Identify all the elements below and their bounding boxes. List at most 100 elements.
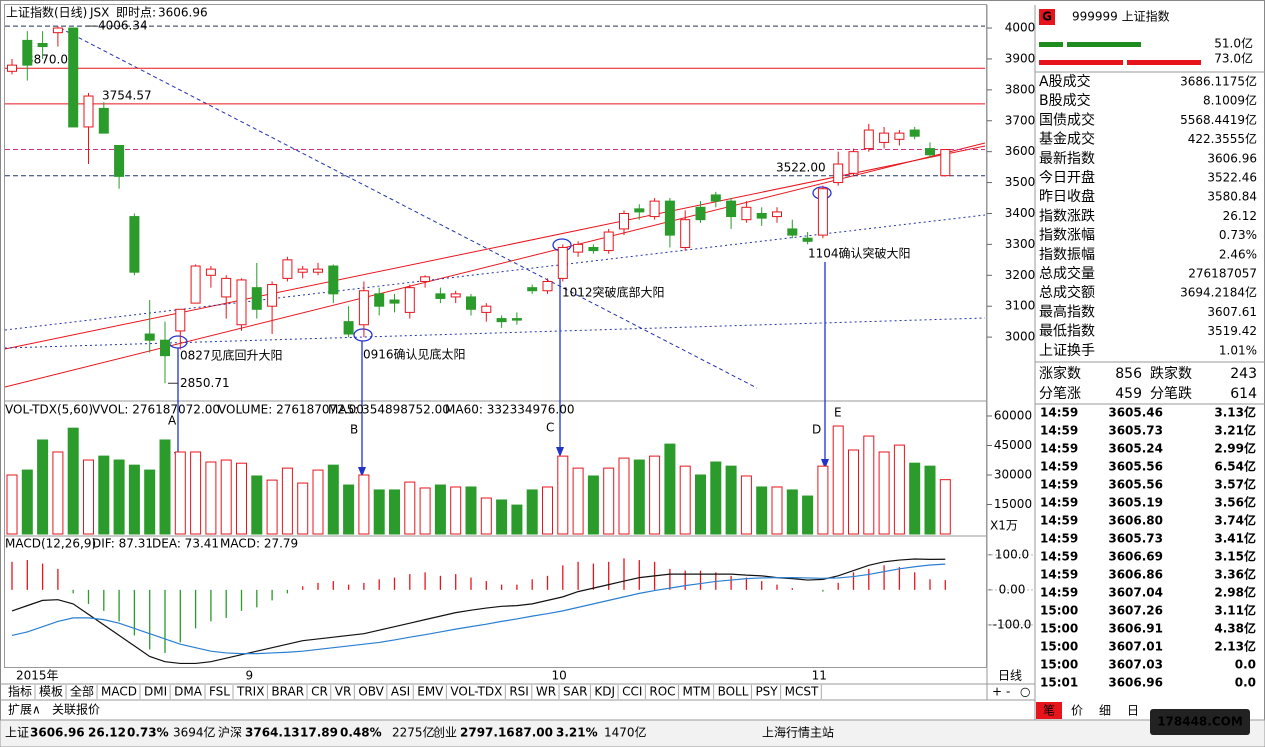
candle-body [527,287,538,292]
indicator-tab[interactable]: PSY [755,685,778,699]
y-tick-label: -100.0 [993,617,1032,631]
tick-price: 3607.26 [1108,604,1163,618]
indicator-tab[interactable]: CR [311,685,328,699]
indicator-tab[interactable]: EMV [417,685,444,699]
indicator-tab[interactable]: TRIX [236,685,264,699]
tick-volume: 2.98亿 [1214,585,1256,600]
indicator-tab[interactable]: WR [536,685,556,699]
panel-tab[interactable]: 日 [1127,704,1139,718]
tick-time: 15:00 [1040,604,1078,618]
buy-bar [1039,42,1063,47]
candle-body [940,149,951,177]
candle-body [466,296,476,310]
tick-time: 15:01 [1040,676,1078,690]
y-tick-label: 3100 [1005,299,1036,313]
indicator-tab[interactable]: BRAR [271,685,304,699]
indicator-tab[interactable]: RSI [509,685,529,699]
volume-bar [67,427,79,535]
candle-body [221,277,232,298]
volume-bar [21,469,33,535]
tick-time: 14:59 [1040,496,1078,510]
stat-label: 涨家数 [1039,365,1081,382]
indicator-tab[interactable]: CCI [622,685,642,699]
y-tick-label: 45000 [994,438,1032,452]
volume-bar [205,461,217,535]
realtime-label: 即时点: [116,6,156,20]
candle-body [175,308,186,332]
level-label: 3754.57 [102,88,152,102]
indicator-tab[interactable]: VOL-TDX [450,685,502,699]
quote-label: 基金成交 [1039,131,1095,148]
x-tick-label: 10 [552,669,567,683]
panel-tab[interactable]: 笔 [1043,703,1055,718]
indicator-tab[interactable]: BOLL [718,685,749,699]
candle-body [634,208,645,213]
volume-bar [557,455,569,535]
sell-amount: 73.0亿 [1214,51,1253,66]
indicator-tab[interactable]: ROC [649,685,675,699]
indicator-tab[interactable]: ASI [391,685,410,699]
indicator-tab[interactable]: VR [335,685,352,699]
tick-volume: 3.74亿 [1214,513,1256,528]
volume-bar [98,455,110,535]
indicator-tab[interactable]: FSL [209,685,230,699]
panel-badge: G [1042,10,1052,24]
arrow-head [358,467,366,477]
zoom-button[interactable]: + [992,685,1002,699]
indicator-tab[interactable]: MACD [101,685,137,699]
status-item: 3694亿 [173,725,216,740]
sub-tab[interactable]: 扩展∧ [8,703,41,717]
quote-value: 2.46% [1219,247,1257,261]
panel-tab[interactable]: 细 [1099,704,1111,718]
watermark-box [1150,709,1250,735]
chart-name: 上证指数(日线) [6,5,87,20]
quote-value: 8.1009亿 [1203,93,1257,108]
indicator-tab[interactable]: 指标 [8,684,32,699]
macd-header: DEA: 73.41 [152,537,219,551]
candle-body [450,293,461,298]
indicator-tab[interactable]: DMI [144,685,167,699]
candle-body [863,129,874,150]
sub-tab[interactable]: 关联报价 [52,702,100,717]
quote-label: 最高指数 [1039,303,1095,320]
zoom-button[interactable]: ○ [1020,685,1030,699]
tick-volume: 2.99亿 [1214,441,1256,456]
macd-header: MACD: 27.79 [220,537,298,551]
candle-body [83,95,94,128]
zoom-button[interactable]: - [1006,685,1010,699]
tick-time: 14:59 [1040,568,1078,582]
indicator-tab[interactable]: DMA [174,685,203,699]
volume-bar [725,465,737,535]
badge-box [1039,9,1055,25]
indicator-tab[interactable]: SAR [563,685,587,699]
candle-body [894,132,905,140]
volume-bar [664,443,676,535]
candle-body [588,246,599,252]
panel-tab[interactable]: 价 [1071,704,1083,718]
tick-price: 3605.73 [1108,532,1163,546]
indicator-tab[interactable]: MCST [785,685,819,699]
y-tick-label: 60000 [994,408,1032,422]
volume-bar [343,484,355,535]
quote-value: 3519.42 [1207,324,1257,338]
y-tick-label: 3200 [1005,268,1036,282]
candle-body [496,318,507,323]
indicator-tab[interactable]: OBV [358,685,384,699]
indicator-tab[interactable]: 模板 [39,685,63,699]
indicator-tab[interactable]: 全部 [70,684,94,699]
y-tick-label: 3700 [1005,113,1036,127]
annotation-letter: C [546,421,554,435]
quote-label: 上证换手 [1039,342,1095,359]
indicator-tab[interactable]: KDJ [594,685,615,699]
stat-value: 243 [1230,366,1257,382]
quote-label: 国债成交 [1039,111,1095,128]
indicator-tab[interactable]: MTM [683,685,711,699]
volume-header: VVOL: 276187072.00 [92,403,220,417]
volume-bar [786,489,798,535]
volume-bar [128,464,140,535]
stat-label: 分笔跌 [1150,386,1192,402]
tick-time: 14:59 [1040,406,1078,420]
tick-time: 15:00 [1040,622,1078,636]
volume-bar [312,469,324,535]
